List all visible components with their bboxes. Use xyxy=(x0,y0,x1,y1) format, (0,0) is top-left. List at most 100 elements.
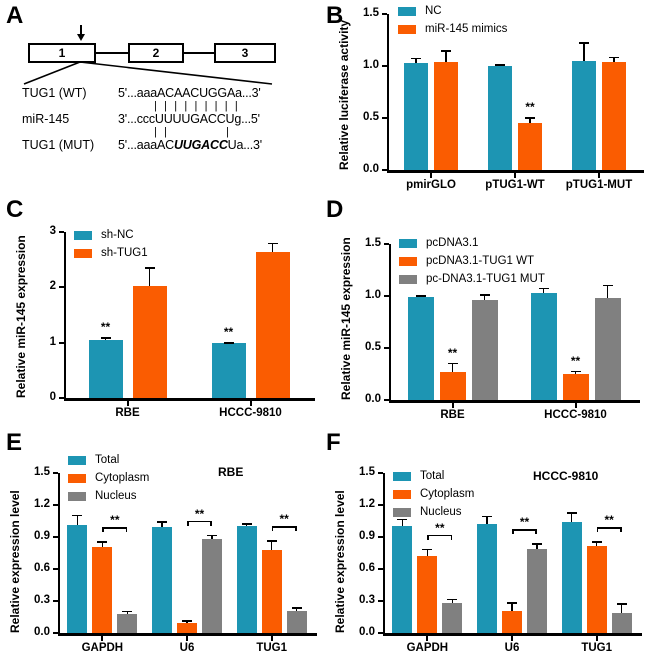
error-bar-cap xyxy=(267,242,278,245)
error-bar xyxy=(583,42,585,61)
error-bar-cap xyxy=(579,42,589,44)
error-bar-cap xyxy=(291,607,302,609)
bracket-tick-right xyxy=(535,529,537,535)
y-tick xyxy=(377,600,383,602)
bar xyxy=(392,526,413,633)
bracket-tick-right xyxy=(125,527,128,533)
y-tick xyxy=(377,472,383,474)
error-bar-cap xyxy=(223,342,234,344)
y-axis-label: Relative expression level xyxy=(333,490,347,633)
y-tick-label: 0 xyxy=(49,391,56,403)
error-bar xyxy=(542,287,545,293)
bracket-tick-left xyxy=(102,527,104,533)
error-bar-cap xyxy=(422,548,433,551)
bar xyxy=(488,66,512,170)
zoom-lines xyxy=(23,61,273,85)
error-bar xyxy=(536,543,538,549)
panel-f-letter: F xyxy=(326,429,341,456)
y-tick xyxy=(58,231,64,233)
error-bar xyxy=(570,512,573,523)
error-bar xyxy=(245,523,248,527)
bracket-tick-right xyxy=(620,527,622,533)
bar xyxy=(530,292,557,400)
error-bar-cap xyxy=(397,518,408,521)
bar xyxy=(561,522,582,633)
legend-swatch xyxy=(399,257,417,266)
y-axis-label: Relative miR-145 expression xyxy=(14,235,28,398)
pairing-bonds-top: | | | | | | | | | xyxy=(154,100,240,112)
x-tick-label: HCCC-9810 xyxy=(544,409,607,421)
y-tick-label: 0.9 xyxy=(359,530,375,542)
y-tick-label: 1.5 xyxy=(365,237,381,249)
error-bar-cap xyxy=(566,512,577,515)
legend-swatch xyxy=(74,231,92,240)
error-bar-cap xyxy=(447,598,458,601)
bar xyxy=(434,61,458,170)
exon-box-1: 1 xyxy=(28,43,96,63)
bar xyxy=(602,61,626,170)
y-tick-label: 2 xyxy=(49,280,56,293)
significance-stars: ** xyxy=(194,506,205,521)
seq-label-mut: TUG1 (MUT) xyxy=(22,138,95,152)
bracket-line xyxy=(596,527,622,529)
y-tick xyxy=(52,504,58,506)
legend-swatch xyxy=(399,239,417,248)
y-tick xyxy=(383,347,389,349)
x-tick-label: RBE xyxy=(115,407,140,419)
y-tick-label: 3 xyxy=(49,225,56,237)
legend-label: Total xyxy=(95,454,120,466)
y-tick-label: 0.0 xyxy=(365,393,381,405)
intron-2-3 xyxy=(182,52,216,54)
x-tick xyxy=(451,402,454,408)
legend-swatch xyxy=(68,456,86,465)
error-bar xyxy=(595,541,598,546)
bracket-line xyxy=(271,526,297,528)
legend-swatch xyxy=(399,275,417,284)
x-tick xyxy=(511,635,513,641)
y-tick xyxy=(383,243,389,245)
bar xyxy=(518,123,542,170)
y-axis xyxy=(388,244,391,403)
error-bar-cap xyxy=(507,602,517,604)
significance-bracket xyxy=(187,520,212,527)
x-axis xyxy=(57,633,317,636)
chart-e: 0.0 0.3 0.6 0.9 1.2 1.5 Relative expression le… xyxy=(0,429,325,657)
y-tick-label: 0.3 xyxy=(34,594,50,606)
y-tick xyxy=(377,504,383,506)
x-tick-label: HCCC-9810 xyxy=(219,407,282,419)
x-axis xyxy=(382,633,642,636)
bar xyxy=(562,374,589,400)
y-axis xyxy=(63,232,66,401)
x-tick-label: pTUG1-WT xyxy=(485,179,545,191)
seq-mut-core: UUGACC xyxy=(173,138,228,152)
bar xyxy=(442,603,463,633)
error-bar xyxy=(270,540,273,550)
error-bar-cap xyxy=(100,337,111,339)
legend-label: pc-DNA3.1-TUG1 MUT xyxy=(426,273,545,285)
y-tick-label: 0.0 xyxy=(34,626,50,638)
panel-a: A 1 2 3 TUG1 (WT) 5'...aaaACAACUGGAa...3… xyxy=(0,0,325,195)
error-bar-cap xyxy=(609,56,619,59)
pairing-bonds-bottom-left: | | xyxy=(154,126,170,138)
legend-swatch xyxy=(74,249,92,258)
y-tick xyxy=(52,536,58,538)
y-tick-label: 0.0 xyxy=(363,163,379,175)
tss-arrow-stem xyxy=(80,25,82,36)
y-tick xyxy=(58,286,64,289)
y-tick xyxy=(52,632,58,634)
bracket-tick-right xyxy=(210,520,212,526)
pairing-bonds-bottom-right: | xyxy=(226,126,231,138)
y-tick xyxy=(383,295,389,297)
significance-stars: ** xyxy=(279,512,289,527)
significance-stars: ** xyxy=(110,513,120,528)
error-bar xyxy=(76,514,79,526)
x-tick-label: GAPDH xyxy=(81,642,124,654)
y-tick xyxy=(377,568,383,570)
error-bar xyxy=(101,541,104,547)
y-tick xyxy=(52,600,58,602)
bracket-line xyxy=(427,534,453,537)
significance-stars: ** xyxy=(525,99,535,114)
error-bar xyxy=(451,362,454,372)
x-tick-label: pTUG1-MUT xyxy=(565,179,633,191)
legend-label: Cytoplasm xyxy=(95,472,150,484)
